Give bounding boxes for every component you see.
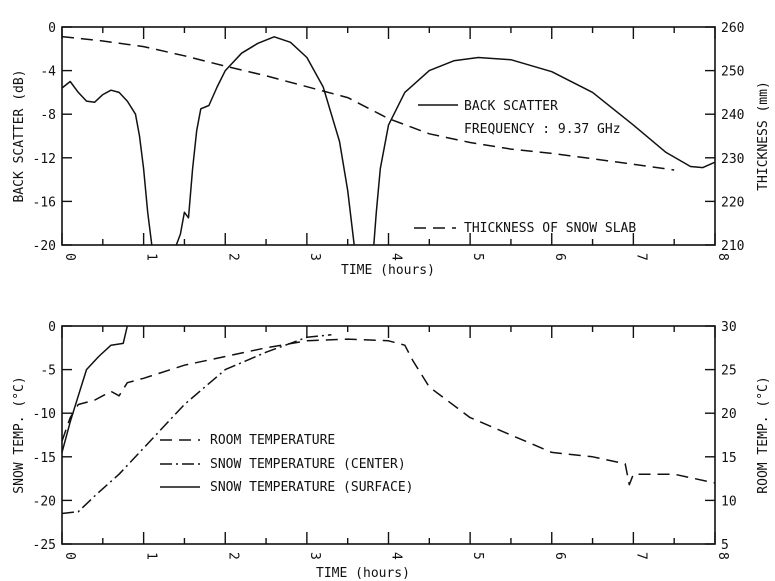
y-tick-label: -10: [33, 407, 56, 422]
y-tick-label: 0: [48, 320, 56, 335]
y-tick-labels: 0 -5 -10 -15 -20 -25: [33, 320, 56, 553]
series-line-back-scatter: [373, 56, 716, 246]
temperature-chart: 0 1 2 3 4 5 6 7 8 0 -5 -10 -15 -20 -25 30 25 20 15 10 5 TI…: [12, 320, 771, 581]
series-line-back-scatter: [61, 80, 153, 246]
legend: BACK SCATTER FREQUENCY : 9.37 GHz THICKN…: [414, 99, 636, 236]
y2-tick-labels: 30 25 20 15 10 5: [721, 320, 737, 553]
x-tick-label: 8: [715, 552, 730, 560]
x-tick-label: 0: [62, 552, 77, 560]
y2-tick-label: 30: [721, 320, 737, 335]
plot-frame: [61, 325, 716, 545]
y2-axis-title: ROOM TEMP. (°C): [756, 376, 771, 493]
x-tick-label: 1: [144, 253, 159, 261]
y-tick-label: -16: [33, 195, 56, 210]
x-tick-label: 5: [470, 552, 485, 560]
x-tick-label: 0: [62, 253, 77, 261]
x-tick-label: 4: [389, 253, 404, 261]
y2-tick-label: 230: [721, 152, 744, 167]
legend-label-room: ROOM TEMPERATURE: [210, 433, 335, 448]
series-line-snow-temperature-surface: [61, 325, 129, 453]
tick-marks: [61, 325, 716, 545]
x-axis-title: TIME (hours): [341, 263, 435, 278]
y2-tick-label: 5: [721, 538, 729, 553]
legend: ROOM TEMPERATURE SNOW TEMPERATURE (CENTE…: [160, 433, 414, 495]
x-tick-label: 2: [225, 552, 240, 560]
legend-label-center: SNOW TEMPERATURE (CENTER): [210, 457, 406, 472]
y-tick-label: -4: [40, 65, 56, 80]
y2-tick-label: 15: [721, 451, 737, 466]
y-axis-title: BACK SCATTER (dB): [12, 69, 27, 202]
legend-label-frequency: FREQUENCY : 9.37 GHz: [464, 122, 621, 137]
legend-label-surface: SNOW TEMPERATURE (SURFACE): [210, 480, 414, 495]
x-tick-label: 8: [715, 253, 730, 261]
y2-tick-label: 240: [721, 108, 744, 123]
y2-tick-label: 250: [721, 65, 744, 80]
y-tick-label: -25: [33, 538, 56, 553]
y2-tick-label: 20: [721, 407, 737, 422]
x-tick-labels: 0 1 2 3 4 5 6 7 8: [62, 253, 730, 261]
y2-axis-title: THICKNESS (mm): [756, 81, 771, 191]
legend-label-backscatter: BACK SCATTER: [464, 99, 558, 114]
y2-tick-label: 220: [721, 195, 744, 210]
y2-tick-label: 25: [721, 364, 737, 379]
backscatter-chart: 0 1 2 3 4 5 6 7 8 0 -4 -8 -12 -16 -20 260 250 240 230 220…: [12, 21, 771, 278]
y-axis-title: SNOW TEMP. (°C): [12, 376, 27, 493]
legend-label-thickness: THICKNESS OF SNOW SLAB: [464, 221, 636, 236]
x-tick-label: 1: [144, 552, 159, 560]
x-tick-label: 4: [389, 552, 404, 560]
y2-tick-label: 210: [721, 239, 744, 254]
x-tick-label: 3: [307, 552, 322, 560]
y2-tick-label: 10: [721, 494, 737, 509]
y-tick-label: -8: [40, 108, 56, 123]
y-tick-label: -20: [33, 239, 56, 254]
x-tick-labels: 0 1 2 3 4 5 6 7 8: [62, 552, 730, 560]
y-tick-label: 0: [48, 21, 56, 36]
x-tick-label: 7: [633, 253, 648, 261]
series-line-room-temperature: [61, 338, 716, 486]
y2-tick-labels: 260 250 240 230 220 210: [721, 21, 744, 254]
y-tick-label: -20: [33, 494, 56, 509]
x-tick-label: 3: [307, 253, 322, 261]
y-tick-label: -12: [33, 152, 56, 167]
series-line-back-scatter: [175, 36, 355, 246]
y2-tick-label: 260: [721, 21, 744, 36]
x-tick-label: 5: [470, 253, 485, 261]
y-tick-labels: 0 -4 -8 -12 -16 -20: [33, 21, 57, 254]
series-group: [61, 325, 716, 515]
tick-marks: [61, 26, 716, 246]
x-tick-label: 6: [552, 552, 567, 560]
x-tick-label: 7: [633, 552, 648, 560]
series-line-snow-temperature-center: [61, 333, 332, 515]
y-tick-label: -15: [33, 451, 56, 466]
y-tick-label: -5: [40, 364, 56, 379]
series-group: [61, 35, 716, 246]
x-axis-title: TIME (hours): [316, 566, 410, 581]
series-line-thickness-of-snow-slab: [61, 35, 675, 171]
x-tick-label: 2: [225, 253, 240, 261]
x-tick-label: 6: [552, 253, 567, 261]
